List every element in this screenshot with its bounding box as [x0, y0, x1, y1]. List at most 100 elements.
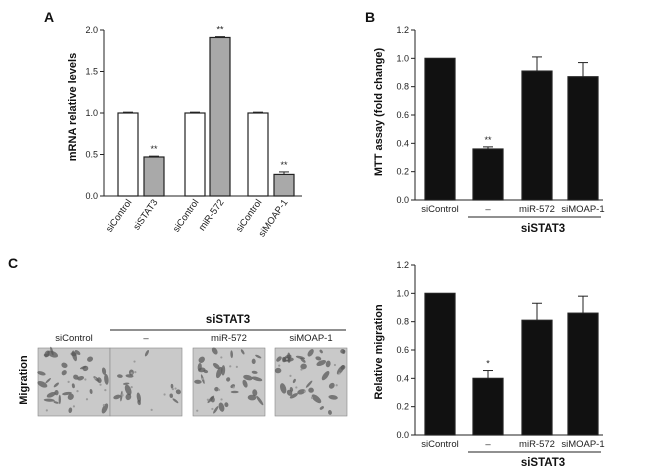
- migrated-cell: [104, 373, 109, 385]
- chart-a-y-tick-label: 1.5: [85, 67, 98, 77]
- migrated-cell: [295, 355, 306, 360]
- chart-b-y-tick-label: 1.2: [396, 25, 409, 35]
- migrated-cell: [117, 374, 123, 378]
- membrane-pore: [217, 388, 221, 391]
- chart-c-bar: [424, 292, 456, 436]
- membrane-pore: [211, 407, 214, 411]
- migrated-cell: [214, 386, 219, 392]
- migrated-cell: [45, 377, 51, 384]
- micrograph-group-label: siSTAT3: [206, 314, 250, 326]
- migrated-cell: [87, 356, 94, 362]
- migrated-cell: [71, 383, 75, 389]
- chart-b-bar: [521, 70, 553, 201]
- migrated-cell: [89, 388, 93, 394]
- membrane-pore: [67, 380, 70, 383]
- migrated-cell: [120, 390, 123, 402]
- migrated-cell: [292, 378, 296, 384]
- migrated-cell: [311, 394, 322, 404]
- micrograph-row-label: Migration: [18, 355, 30, 405]
- membrane-pore: [174, 387, 177, 390]
- migrated-cell: [251, 358, 256, 365]
- migrated-cell: [198, 356, 205, 363]
- migrated-cell: [113, 394, 121, 400]
- migrated-cell: [50, 346, 54, 356]
- membrane-pore: [104, 389, 107, 392]
- chart-b-category-label: –: [485, 204, 491, 215]
- chart-b-group-label: siSTAT3: [521, 223, 565, 235]
- membrane-pore: [333, 363, 337, 367]
- chart-a-y-tick-label: 2.0: [85, 25, 98, 35]
- migrated-cell: [211, 347, 218, 355]
- migrated-cell: [224, 402, 229, 408]
- migrated-cell: [307, 349, 314, 357]
- membrane-pore: [76, 390, 79, 393]
- membrane-pore: [310, 396, 314, 399]
- chart-c-category-label: siControl: [421, 439, 459, 450]
- chart-a-category-label: siControl: [171, 197, 202, 234]
- migrated-cell: [251, 370, 258, 374]
- migrated-cell: [221, 365, 226, 376]
- membrane-pore: [99, 383, 102, 386]
- migrated-cell: [289, 393, 298, 399]
- migrated-cell: [319, 349, 323, 354]
- migrated-cell: [53, 401, 59, 404]
- micrograph-image: [109, 347, 183, 417]
- membrane-pore: [285, 357, 289, 361]
- chart-c-bar: [567, 312, 599, 436]
- migrated-cell: [67, 393, 74, 400]
- chart-c-category-label: miR-572: [519, 439, 555, 450]
- migrated-cell: [203, 369, 209, 374]
- migrated-cell: [340, 365, 346, 370]
- migrated-cell: [46, 391, 56, 398]
- membrane-pore: [295, 386, 298, 389]
- chart-b-bar: [472, 148, 504, 201]
- migrated-cell: [73, 374, 79, 380]
- migrated-cell: [43, 353, 50, 357]
- membrane-pore: [102, 404, 105, 407]
- migrated-cell: [242, 379, 248, 388]
- chart-c-bar: [472, 377, 504, 436]
- migrated-cell: [169, 393, 173, 398]
- chart-c-category-label: siMOAP-1: [561, 439, 604, 450]
- migrated-cell: [144, 349, 150, 357]
- migrated-cell: [61, 362, 68, 368]
- membrane-pore: [85, 398, 89, 401]
- membrane-pore: [134, 371, 137, 374]
- migrated-cell: [279, 383, 287, 394]
- chart-c-y-tick-label: 0.0: [396, 430, 409, 440]
- membrane-pore: [220, 356, 223, 359]
- chart-b-significance-label: **: [484, 135, 492, 145]
- migrated-cell: [68, 407, 73, 413]
- chart-a-bar: [143, 156, 165, 197]
- panel-letter-c: C: [8, 255, 18, 271]
- migrated-cell: [226, 377, 231, 382]
- micrograph-column-label: siMOAP-1: [289, 333, 332, 344]
- migrated-cell: [207, 395, 215, 404]
- micrograph-column-label: –: [143, 333, 149, 344]
- chart-c-bar: [521, 319, 553, 436]
- chart-a-category-label: siControl: [104, 197, 135, 234]
- chart-c-y-tick-label: 1.0: [396, 288, 409, 298]
- chart-b-y-tick-label: 1.0: [396, 53, 409, 63]
- migrated-cell: [325, 360, 331, 368]
- membrane-pore: [72, 405, 76, 408]
- membrane-pore: [232, 386, 235, 389]
- migrated-cell: [215, 366, 223, 379]
- migrated-cell: [340, 349, 345, 354]
- migrated-cell: [328, 382, 335, 389]
- membrane-pore: [338, 372, 341, 375]
- migrated-cell: [77, 376, 85, 381]
- migrated-cell: [256, 395, 264, 406]
- migrated-cell: [197, 362, 202, 371]
- chart-b-y-tick-label: 0.2: [396, 167, 409, 177]
- migrated-cell: [212, 362, 220, 370]
- migrated-cell: [247, 394, 257, 401]
- migrated-cell: [316, 360, 327, 367]
- chart-a-significance-label: **: [280, 160, 288, 170]
- chart-c: Relative migration siSTAT3 0.0 0.2 0.4 0.6 0…: [373, 260, 605, 469]
- migrated-cell: [218, 402, 225, 412]
- membrane-pore: [93, 377, 97, 380]
- migrated-cell: [289, 387, 294, 392]
- migrated-cell: [170, 383, 174, 389]
- chart-c-y-tick-label: 0.4: [396, 373, 409, 383]
